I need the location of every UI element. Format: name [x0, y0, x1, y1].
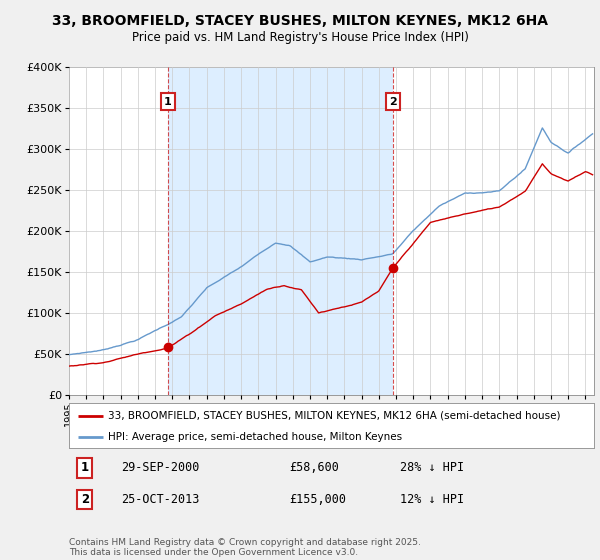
Text: Contains HM Land Registry data © Crown copyright and database right 2025.
This d: Contains HM Land Registry data © Crown c… [69, 538, 421, 557]
Text: 33, BROOMFIELD, STACEY BUSHES, MILTON KEYNES, MK12 6HA (semi-detached house): 33, BROOMFIELD, STACEY BUSHES, MILTON KE… [109, 410, 561, 421]
Text: 29-SEP-2000: 29-SEP-2000 [121, 461, 200, 474]
Text: £155,000: £155,000 [290, 493, 347, 506]
Text: 2: 2 [80, 493, 89, 506]
Text: 1: 1 [80, 461, 89, 474]
Bar [168, 67, 393, 395]
Text: 2: 2 [389, 96, 397, 106]
Text: £58,600: £58,600 [290, 461, 340, 474]
Text: 12% ↓ HPI: 12% ↓ HPI [400, 493, 464, 506]
Text: 25-OCT-2013: 25-OCT-2013 [121, 493, 200, 506]
Text: Price paid vs. HM Land Registry's House Price Index (HPI): Price paid vs. HM Land Registry's House … [131, 31, 469, 44]
Text: 1: 1 [164, 96, 172, 106]
Text: 28% ↓ HPI: 28% ↓ HPI [400, 461, 464, 474]
Text: HPI: Average price, semi-detached house, Milton Keynes: HPI: Average price, semi-detached house,… [109, 432, 403, 442]
Text: 33, BROOMFIELD, STACEY BUSHES, MILTON KEYNES, MK12 6HA: 33, BROOMFIELD, STACEY BUSHES, MILTON KE… [52, 14, 548, 28]
